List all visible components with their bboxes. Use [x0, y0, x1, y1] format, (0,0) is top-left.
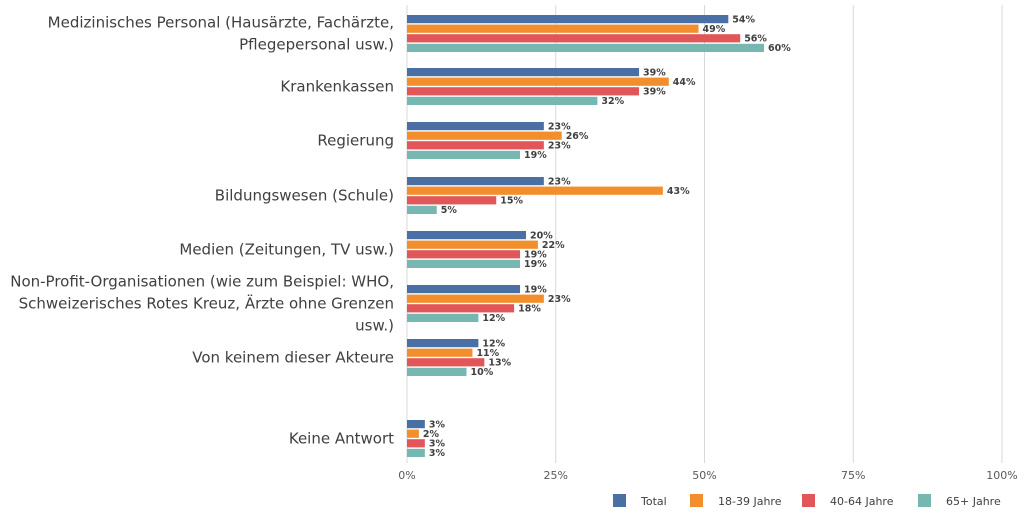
bar: [407, 205, 437, 214]
x-tick-label: 100%: [986, 469, 1017, 482]
legend-label: 18-39 Jahre: [718, 495, 782, 508]
data-label: 60%: [768, 43, 791, 54]
x-tick-label: 50%: [692, 469, 716, 482]
category-label: Keine Antwort: [289, 430, 394, 448]
bar: [407, 15, 729, 24]
data-label: 10%: [471, 367, 494, 378]
bar: [407, 96, 598, 105]
bar: [407, 358, 485, 367]
bar: [407, 122, 544, 131]
bar: [407, 367, 467, 376]
data-label: 18%: [518, 304, 541, 315]
category-label: Schweizerisches Rotes Kreuz, Ärzte ohne …: [19, 294, 394, 313]
legend-swatch: [613, 494, 626, 507]
bar: [407, 420, 425, 429]
bar: [407, 240, 538, 249]
x-axis: 0% 25% 50% 75% 100%: [398, 469, 1017, 482]
bar: [407, 43, 764, 52]
category-label: Regierung: [317, 132, 394, 150]
bar: [407, 285, 521, 294]
legend-swatch: [918, 494, 931, 507]
category-label: Krankenkassen: [280, 78, 394, 96]
bar: [407, 259, 521, 268]
data-label: 23%: [548, 294, 571, 305]
category-label: Bildungswesen (Schule): [215, 187, 394, 205]
x-tick-label: 0%: [398, 469, 415, 482]
data-label: 12%: [482, 338, 505, 349]
bar: [407, 250, 521, 259]
data-label: 22%: [542, 240, 565, 251]
data-label: 3%: [429, 419, 446, 430]
bar: [407, 348, 473, 357]
category-label: Pflegepersonal usw.): [239, 36, 394, 54]
category-label: usw.): [355, 317, 394, 335]
data-label: 39%: [643, 67, 666, 78]
data-label: 19%: [524, 250, 547, 261]
bar: [407, 231, 526, 240]
category-label: Medien (Zeitungen, TV usw.): [179, 241, 394, 259]
bar: [407, 150, 521, 159]
bar: [407, 77, 669, 86]
bar: [407, 34, 741, 43]
bar: [407, 294, 544, 303]
bar: [407, 87, 640, 96]
data-label: 3%: [429, 448, 446, 459]
bar: [407, 313, 479, 322]
category-label: Von keinem dieser Akteure: [192, 349, 394, 367]
bar: [407, 196, 497, 205]
bar: [407, 429, 419, 438]
data-label: 43%: [667, 186, 690, 197]
category-label: Non-Profit-Organisationen (wie zum Beisp…: [10, 273, 394, 291]
legend-label: Total: [640, 495, 667, 508]
x-tick-label: 75%: [841, 469, 865, 482]
data-label: 32%: [601, 96, 624, 107]
data-label: 19%: [524, 150, 547, 161]
data-label: 26%: [566, 131, 589, 142]
bar: [407, 68, 640, 77]
data-label: 23%: [548, 121, 571, 132]
data-label: 20%: [530, 230, 553, 241]
category-label: Medizinisches Personal (Hausärzte, Fachä…: [48, 14, 394, 32]
data-label: 15%: [500, 196, 523, 207]
data-label: 44%: [673, 77, 696, 88]
data-label: 49%: [703, 24, 726, 35]
bar: [407, 177, 544, 186]
data-label: 23%: [548, 141, 571, 152]
data-label: 19%: [524, 284, 547, 295]
data-label: 13%: [488, 358, 511, 369]
bar: [407, 439, 425, 448]
data-label: 23%: [548, 176, 571, 187]
bar: [407, 131, 562, 140]
bars: 54% 39% 23% 23% 20% 19% 12% 3% 49% 44% 26% 43% 22% 23…: [407, 14, 791, 459]
data-label: 56%: [744, 34, 767, 45]
data-label: 2%: [423, 429, 440, 440]
data-label: 39%: [643, 87, 666, 98]
bar: [407, 339, 479, 348]
data-label: 19%: [524, 259, 547, 270]
bar: [407, 24, 699, 33]
legend: Total 18-39 Jahre 40-64 Jahre 65+ Jahre: [613, 494, 1001, 508]
legend-swatch: [690, 494, 703, 507]
legend-label: 65+ Jahre: [946, 495, 1001, 508]
bar: [407, 186, 663, 195]
data-label: 3%: [429, 439, 446, 450]
bar: [407, 448, 425, 457]
bar: [407, 304, 515, 313]
data-label: 12%: [482, 313, 505, 324]
data-label: 5%: [441, 205, 458, 216]
category-labels: Medizinisches Personal (Hausärzte, Fachä…: [10, 14, 394, 448]
data-label: 54%: [732, 14, 755, 25]
data-label: 11%: [476, 348, 499, 359]
x-tick-label: 25%: [544, 469, 568, 482]
bar: [407, 141, 544, 150]
legend-label: 40-64 Jahre: [830, 495, 894, 508]
legend-swatch: [802, 494, 815, 507]
